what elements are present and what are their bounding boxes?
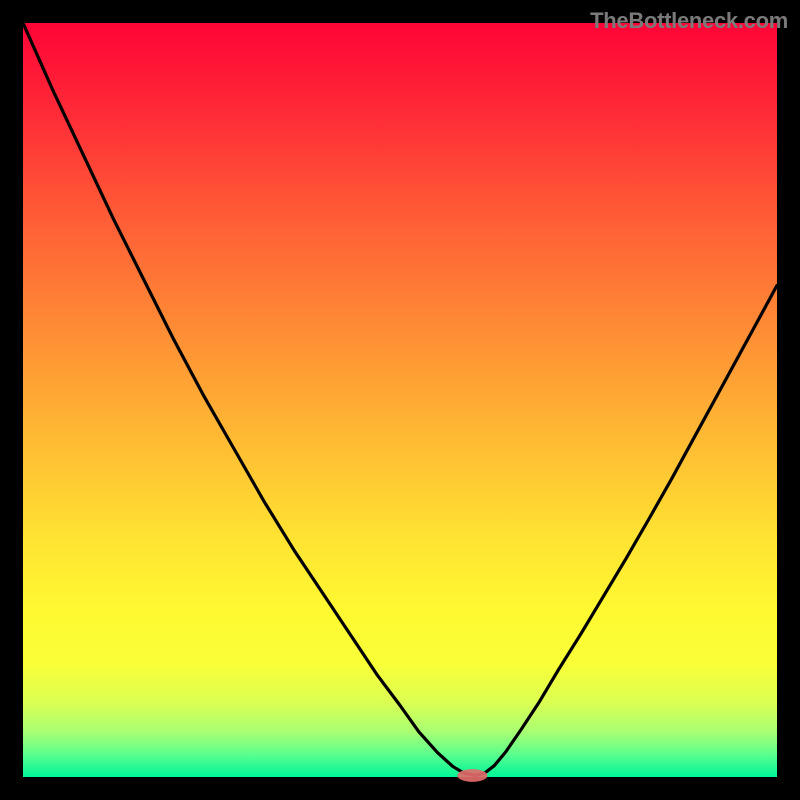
- chart-container: TheBottleneck.com: [0, 0, 800, 800]
- watermark-text: TheBottleneck.com: [590, 8, 788, 34]
- optimal-marker: [457, 769, 487, 782]
- plot-area: [23, 23, 777, 777]
- bottleneck-chart: [0, 0, 800, 800]
